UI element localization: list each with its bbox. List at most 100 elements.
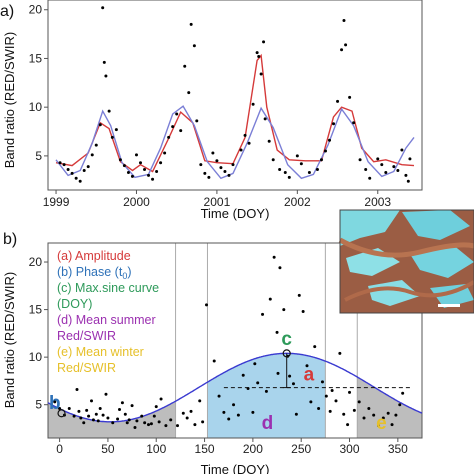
panel-a-point [408,157,412,161]
panel-a-point [263,117,267,121]
panel-b-point [201,420,205,424]
panel-a-point [98,123,102,127]
panel-b-point [125,421,129,425]
panel-b-point [152,414,156,418]
panel-b-point [198,399,202,403]
inset-valley [338,237,474,258]
panel-b-point [232,403,236,407]
panel-b-point [278,266,282,270]
panel-b-point [58,407,62,411]
panel-a-point [396,169,400,173]
panel-a: a) 5 10 15 20 1999 2000 2001 2002 2003 T… [0,0,423,221]
panel-a-point [215,159,219,163]
panel-b-point [104,392,108,396]
panel-a-point [199,163,203,167]
panel-a-point [211,151,215,155]
inset-scale-bar [438,304,460,307]
panel-b-markers [57,349,413,418]
panel-a-point [336,99,340,103]
panel-b-point [123,412,127,416]
panel-a-x-tick: 2000 [123,195,150,209]
panel-a-point [406,179,410,183]
panel-a-label: a) [0,3,14,20]
panel-a-point [171,125,175,129]
panel-b-point [77,409,81,413]
panel-a-y-ticks: 5 10 15 20 [29,3,43,163]
panel-b-point [272,255,276,259]
panel-a-point [107,109,111,113]
legend-phase-tail: ) [127,265,131,279]
panel-b-point [301,309,305,313]
panel-b: b) 5 10 15 20 0 50 100 150 200 250 300 3… [2,209,474,474]
panel-a-point [340,48,344,52]
panel-a-point [299,162,303,166]
panel-b-x-tick: 50 [101,442,115,456]
panel-b-point [338,351,342,355]
sine-curve-line [47,352,423,423]
panel-b-point [101,413,105,417]
panel-b-legend: (a) Amplitude (b) Phase (t0) (c) Max.sin… [57,249,159,375]
panel-a-point [155,169,159,173]
panel-a-point [90,153,94,157]
panel-b-point [94,412,98,416]
panel-a-point [134,153,138,157]
panel-b-point [291,382,295,386]
panel-a-point [352,121,356,125]
panel-a-point [348,95,352,99]
panel-b-point [133,426,137,430]
panel-a-point [231,163,235,167]
panel-b-point [149,422,153,426]
panel-b-point [127,418,131,422]
panel-a-point [227,173,231,177]
panel-a-point [259,72,263,76]
panel-b-x-tick: 250 [291,442,311,456]
legend-max-sine: (c) Max.sine curve [57,281,159,295]
panel-b-point [147,423,151,427]
panel-a-point [118,158,122,162]
panel-b-point [193,423,197,427]
panel-b-point [342,412,346,416]
panel-b-point [253,362,257,366]
panel-a-point [175,112,179,116]
legend-mean-summer: (d) Mean summer [57,313,156,327]
panel-a-point [219,166,223,170]
panel-a-point [78,179,82,183]
panel-a-point [192,44,196,48]
panel-b-y-tick: 15 [29,303,43,317]
panel-a-point [323,149,327,153]
summer-fill [207,353,326,438]
panel-b-point [135,419,139,423]
panel-a-point [278,168,282,172]
panel-b-point [67,407,71,411]
panel-a-point [151,177,155,181]
legend-phase-sub: 0 [122,271,127,281]
panel-b-point [140,414,144,418]
panel-b-annotations: a b c d e [49,329,387,434]
panel-b-point [212,359,216,363]
panel-b-point [320,380,324,384]
inset-frame [339,209,474,314]
panel-b-point [72,414,76,418]
panel-a-point [195,119,199,123]
panel-b-point [217,394,221,398]
panel-b-point [53,400,57,404]
panel-a-point [58,161,62,165]
panel-a-point [328,138,332,142]
panel-b-point [120,401,124,405]
panel-a-point [319,158,323,162]
panel-b-x-ticks: 0 50 100 150 200 250 300 350 [56,442,408,456]
panel-a-point [102,60,106,64]
inset-glacier [430,284,474,308]
panel-a-point [332,122,336,126]
panel-b-point [324,394,328,398]
panel-b-point [91,418,95,422]
panel-b-x-tick: 200 [243,442,263,456]
panel-a-point [122,164,126,168]
panel-b-point [317,407,321,411]
panel-b-point [328,409,332,413]
panel-b-point [348,390,352,394]
panel-b-point [261,312,265,316]
legend-mean-winter: (e) Mean winter [57,345,144,359]
panel-a-point [342,18,346,22]
panel-b-point [362,416,366,420]
